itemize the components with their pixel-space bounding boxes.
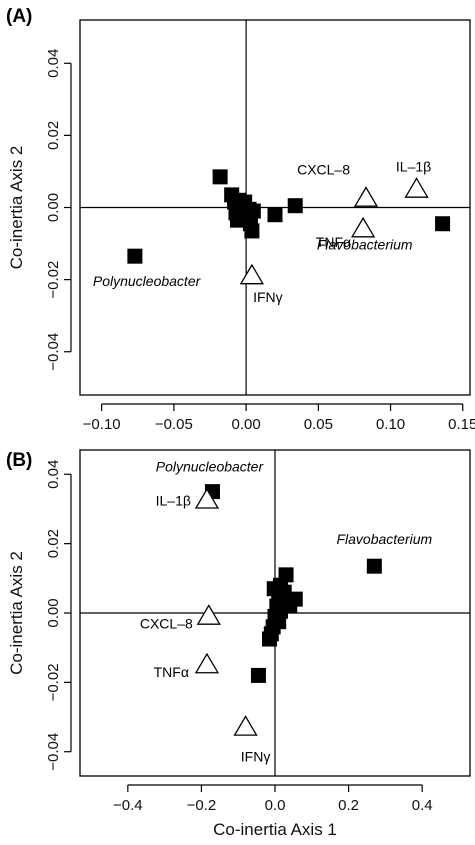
y-axis-title: Co-inertia Axis 2 <box>7 146 26 270</box>
x-tick-label: −0.4 <box>113 797 143 814</box>
y-tick-label: −0.02 <box>45 663 62 701</box>
point-square <box>127 248 143 264</box>
x-tick-label: −0.2 <box>187 797 217 814</box>
point-square <box>244 223 260 239</box>
point-triangle <box>194 488 220 509</box>
point-square <box>245 203 261 219</box>
x-tick-label: 0.05 <box>304 416 333 433</box>
panel-b: (B) −0.4 −0.2 0.0 0.2 0.4 −0.04 −0.02 0.00 0.02 0.… <box>6 449 471 839</box>
y-tick-label: −0.04 <box>45 733 62 771</box>
x-tick-label: 0.10 <box>376 416 405 433</box>
point-square <box>261 631 277 647</box>
point-annotation: TNFα <box>154 664 189 680</box>
point-annotation: IFNγ <box>241 748 271 764</box>
y-tick-label: 0.00 <box>45 193 62 222</box>
point-annotation: CXCL–8 <box>297 161 350 177</box>
y-tick-label: 0.04 <box>45 49 62 78</box>
x-tick-label: −0.05 <box>155 416 193 433</box>
point-square <box>366 558 382 574</box>
x-tick-label: 0.4 <box>412 797 433 814</box>
point-annotation: Flavobacterium <box>336 531 432 547</box>
point-triangle <box>196 604 221 625</box>
y-tick-label: 0.02 <box>45 121 62 150</box>
point-annotation: Polynucleobacter <box>93 273 202 289</box>
y-tick-label: −0.02 <box>45 261 62 299</box>
x-axis-title: Co-inertia Axis 1 <box>213 820 337 839</box>
y-tick-label: 0.04 <box>45 460 62 489</box>
point-triangle <box>239 263 265 285</box>
point-square <box>287 198 303 214</box>
point-annotation: IL–1β <box>156 492 191 508</box>
point-annotation: Flavobacterium <box>317 237 413 253</box>
point-square <box>282 598 298 614</box>
y-axis-title: Co-inertia Axis 2 <box>7 551 26 675</box>
point-triangle <box>404 177 429 198</box>
point-triangle <box>194 652 220 674</box>
point-square <box>435 216 451 232</box>
x-tick-label: 0.2 <box>338 797 359 814</box>
panel-label: (A) <box>6 6 32 27</box>
y-tick-label: −0.04 <box>45 333 62 371</box>
point-square <box>266 581 282 597</box>
point-annotation: IL–1β <box>396 158 431 174</box>
point-square <box>250 667 266 683</box>
point-square <box>267 207 283 223</box>
point-triangle <box>350 216 376 238</box>
x-tick-label: 0.15 <box>448 416 475 433</box>
x-tick-label: 0.0 <box>265 797 286 814</box>
point-annotation: TNFα <box>316 234 351 250</box>
point-annotation: Polynucleobacter <box>156 459 265 475</box>
x-tick-label: −0.10 <box>83 416 121 433</box>
panel-a: (A) −0.10 −0.05 0.00 0.05 0.10 0.15 −0.04 −0.02 0… <box>6 6 475 433</box>
point-square <box>212 169 228 185</box>
point-triangle <box>233 715 258 736</box>
y-tick-label: 0.00 <box>45 598 62 627</box>
panel-label: (B) <box>6 450 32 471</box>
point-annotation: IFNγ <box>253 289 283 305</box>
y-tick-label: 0.02 <box>45 529 62 558</box>
x-tick-label: 0.00 <box>232 416 261 433</box>
point-triangle <box>353 186 379 207</box>
point-annotation: CXCL–8 <box>140 615 193 631</box>
